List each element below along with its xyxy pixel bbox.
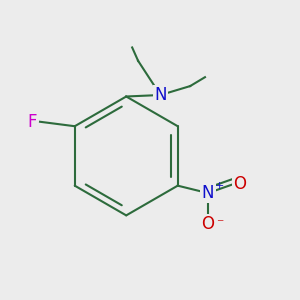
Text: +: + [214, 181, 224, 191]
Text: O: O [233, 175, 246, 193]
Text: O: O [202, 215, 214, 233]
Text: N: N [154, 86, 167, 104]
Text: N: N [202, 184, 214, 202]
Text: ⁻: ⁻ [216, 217, 224, 231]
Text: F: F [28, 113, 37, 131]
